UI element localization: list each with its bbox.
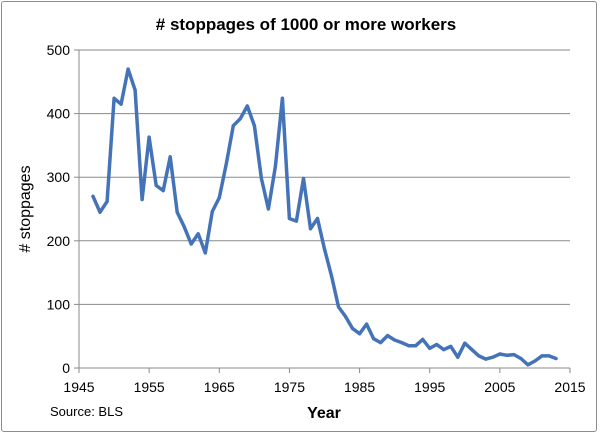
data-point <box>442 348 446 352</box>
axes <box>74 49 571 373</box>
x-axis-label: Year <box>307 405 341 422</box>
data-point <box>449 344 453 348</box>
x-tick-label: 1965 <box>204 379 235 395</box>
data-point <box>287 216 291 221</box>
x-tick-label: 1945 <box>63 379 94 395</box>
data-point <box>372 337 376 341</box>
data-point <box>329 274 334 278</box>
chart-title: # stoppages of 1000 or more workers <box>156 15 456 34</box>
data-point <box>456 355 460 359</box>
y-tick-label: 200 <box>47 233 71 249</box>
data-point <box>308 227 313 231</box>
x-tick-label: 2015 <box>554 379 585 395</box>
data-point <box>540 354 544 358</box>
data-point <box>91 194 95 198</box>
data-point <box>379 341 383 345</box>
data-point <box>98 210 102 214</box>
data-point <box>407 344 411 348</box>
data-point <box>294 219 298 223</box>
data-point <box>168 155 172 159</box>
data-point <box>393 338 397 342</box>
data-point <box>477 354 481 358</box>
data-point <box>498 352 502 356</box>
data-point <box>351 327 355 331</box>
data-point <box>322 247 327 251</box>
data-point <box>238 117 242 121</box>
data-point <box>519 356 523 361</box>
data-point <box>266 207 270 211</box>
data-point <box>175 210 179 214</box>
data-point <box>435 342 439 347</box>
y-tick-labels: 0 100 200 300 400 500 <box>47 42 71 376</box>
y-tick-label: 500 <box>47 42 71 58</box>
data-point <box>421 337 425 341</box>
x-tick-label: 1975 <box>274 379 305 395</box>
gridlines <box>79 49 570 305</box>
data-point <box>196 232 200 236</box>
data-point <box>414 344 418 348</box>
data-point <box>343 314 348 319</box>
data-point <box>154 183 158 188</box>
data-point <box>491 355 495 359</box>
data-point <box>105 199 109 203</box>
data-point <box>358 332 362 336</box>
series-group <box>91 67 558 367</box>
x-tick-label: 1995 <box>414 379 445 395</box>
data-point <box>526 363 530 367</box>
data-point <box>336 305 341 309</box>
data-point <box>203 251 207 255</box>
data-point <box>547 354 551 358</box>
data-point <box>259 176 263 181</box>
data-point <box>245 104 249 108</box>
x-tick-label: 2005 <box>484 379 515 395</box>
data-point <box>182 225 186 229</box>
data-point <box>463 341 467 345</box>
data-point <box>428 346 432 350</box>
data-point <box>365 322 369 326</box>
data-point <box>533 359 537 363</box>
data-point <box>140 197 144 202</box>
data-point <box>400 341 404 345</box>
data-point <box>273 164 277 168</box>
y-axis-label: # stoppages <box>17 165 34 252</box>
data-point <box>147 135 151 139</box>
data-point <box>126 67 130 71</box>
y-tick-label: 100 <box>47 296 71 312</box>
data-point <box>119 102 123 106</box>
data-point <box>505 353 509 357</box>
data-point <box>470 348 474 352</box>
data-point <box>484 357 488 361</box>
data-point <box>231 124 235 128</box>
x-tick-label: 1955 <box>134 379 165 395</box>
x-tick-label: 1985 <box>344 379 375 395</box>
data-point <box>554 356 558 361</box>
data-point <box>210 209 214 214</box>
x-tick-labels: 1945 1955 1965 1975 1985 1995 2005 2015 <box>63 379 585 395</box>
y-tick-label: 300 <box>47 169 71 185</box>
data-point <box>512 353 516 357</box>
data-point <box>301 176 306 181</box>
data-point <box>217 196 221 200</box>
data-point <box>315 216 320 221</box>
y-tick-label: 0 <box>62 360 70 376</box>
data-point <box>386 334 390 338</box>
data-point <box>280 96 284 100</box>
data-point <box>224 162 228 166</box>
data-point <box>112 96 116 100</box>
y-tick-label: 400 <box>47 106 71 122</box>
data-point <box>189 242 193 246</box>
data-point <box>133 88 137 92</box>
source-note: Source: BLS <box>50 404 123 419</box>
data-point <box>252 124 256 128</box>
data-point <box>161 189 165 193</box>
